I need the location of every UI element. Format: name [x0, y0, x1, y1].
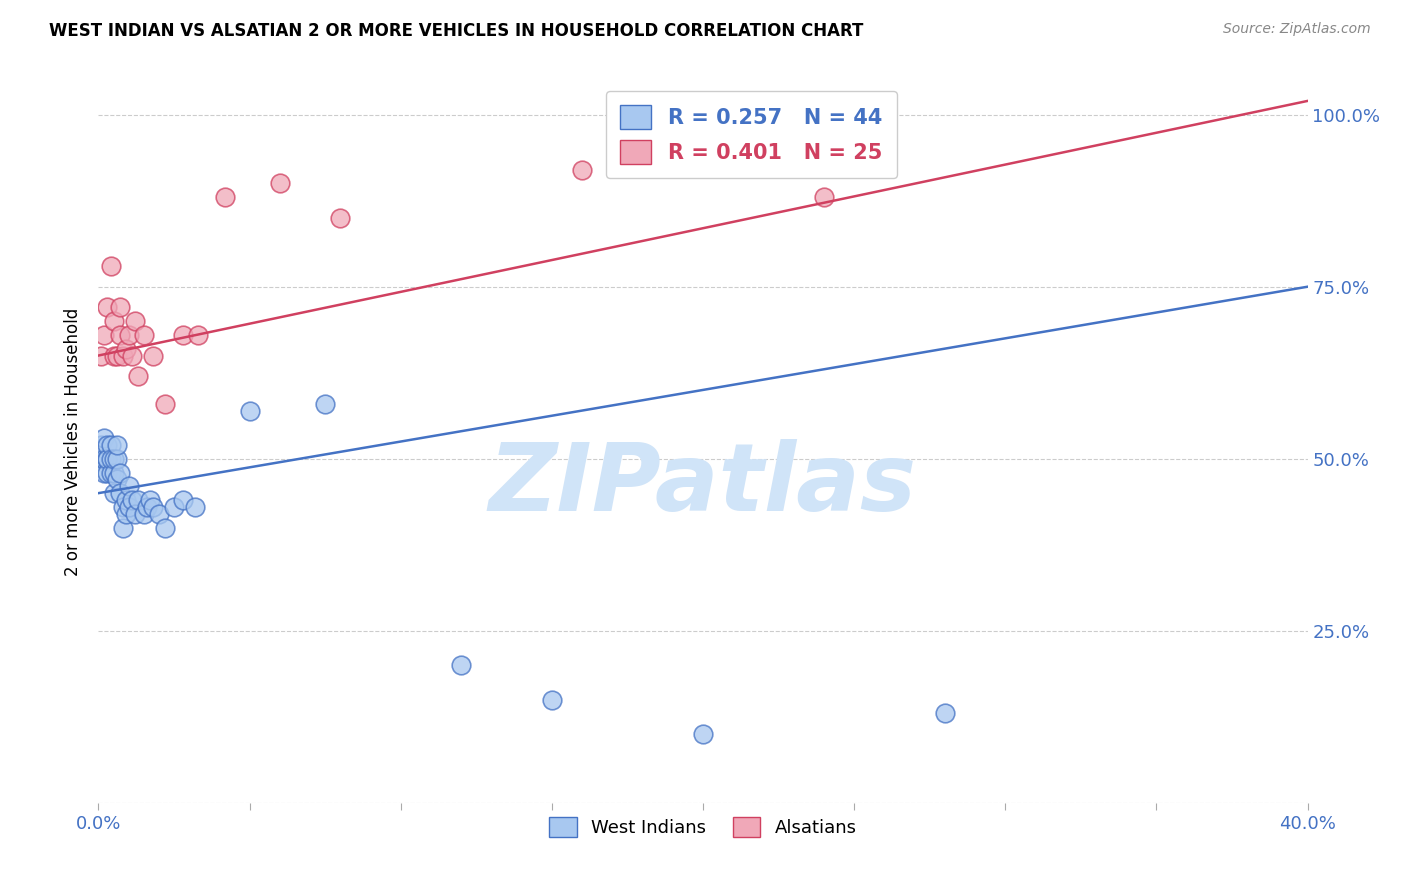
Point [692, 727, 714, 741]
Legend: West Indians, Alsatians: West Indians, Alsatians [543, 810, 863, 845]
Point [450, 658, 472, 673]
Point [96, 451, 118, 466]
Point [118, 479, 141, 493]
Point [127, 369, 149, 384]
Point [105, 349, 128, 363]
Point [114, 507, 136, 521]
Point [172, 493, 194, 508]
Point [114, 493, 136, 508]
Point [139, 493, 162, 508]
Point [96, 466, 118, 480]
Point [105, 451, 128, 466]
Point [103, 486, 125, 500]
Point [105, 472, 128, 486]
Point [934, 706, 956, 721]
Point [118, 327, 141, 342]
Point [184, 500, 207, 514]
Point [153, 397, 176, 411]
Point [93, 431, 115, 445]
Y-axis label: 2 or more Vehicles in Household: 2 or more Vehicles in Household [65, 308, 83, 575]
Text: ZIPatlas: ZIPatlas [489, 439, 917, 531]
Point [329, 211, 352, 225]
Point [153, 520, 176, 534]
Point [163, 500, 186, 514]
Point [121, 493, 143, 508]
Point [108, 466, 131, 480]
Point [269, 177, 291, 191]
Point [142, 500, 165, 514]
Point [142, 349, 165, 363]
Point [111, 520, 134, 534]
Point [813, 190, 835, 204]
Point [93, 327, 115, 342]
Point [93, 451, 115, 466]
Point [103, 314, 125, 328]
Point [148, 507, 170, 521]
Point [111, 349, 134, 363]
Point [132, 507, 155, 521]
Point [124, 507, 146, 521]
Text: WEST INDIAN VS ALSATIAN 2 OR MORE VEHICLES IN HOUSEHOLD CORRELATION CHART: WEST INDIAN VS ALSATIAN 2 OR MORE VEHICL… [49, 22, 863, 40]
Point [187, 327, 209, 342]
Point [239, 403, 262, 417]
Point [90, 451, 112, 466]
Point [90, 349, 112, 363]
Point [127, 493, 149, 508]
Point [118, 500, 141, 514]
Point [111, 500, 134, 514]
Point [93, 466, 115, 480]
Point [108, 301, 131, 315]
Point [105, 438, 128, 452]
Point [100, 259, 122, 273]
Point [96, 451, 118, 466]
Point [108, 486, 131, 500]
Point [571, 162, 593, 177]
Point [121, 349, 143, 363]
Point [103, 349, 125, 363]
Text: Source: ZipAtlas.com: Source: ZipAtlas.com [1223, 22, 1371, 37]
Point [103, 451, 125, 466]
Point [100, 466, 122, 480]
Point [96, 301, 118, 315]
Point [214, 190, 236, 204]
Point [96, 438, 118, 452]
Point [540, 692, 562, 706]
Point [114, 342, 136, 356]
Point [103, 466, 125, 480]
Point [90, 438, 112, 452]
Point [124, 314, 146, 328]
Point [172, 327, 194, 342]
Point [314, 397, 336, 411]
Point [100, 438, 122, 452]
Point [100, 451, 122, 466]
Point [132, 327, 155, 342]
Point [108, 327, 131, 342]
Point [135, 500, 157, 514]
